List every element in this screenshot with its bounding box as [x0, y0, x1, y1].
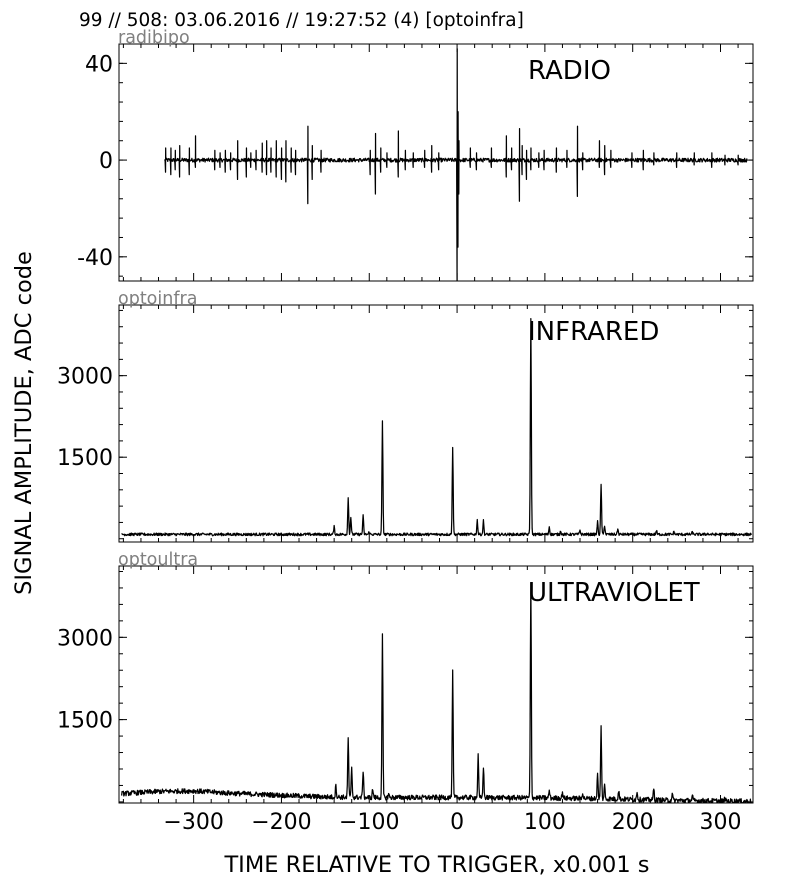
- x-tick-label: 0: [450, 810, 464, 835]
- plot-frame: [118, 43, 754, 282]
- y-tick-label: 40: [85, 52, 113, 77]
- x-tick-label: −100: [339, 810, 399, 835]
- signal-trace: [121, 581, 752, 803]
- header-text: 99 // 508: 03.06.2016 // 19:27:52 (4) [o…: [79, 10, 524, 31]
- x-tick-label: 300: [700, 810, 742, 835]
- x-tick-label: 200: [612, 810, 654, 835]
- panel-source-label: radibipo: [118, 28, 190, 48]
- signal-trace: [121, 318, 752, 537]
- y-tick-label: 3000: [57, 365, 113, 390]
- chart-panel-1: 40 0 -40 radibipo RADIO: [77, 28, 754, 282]
- y-tick-label: 0: [99, 149, 113, 174]
- y-tick-label: 1500: [57, 709, 113, 734]
- x-tick-label: −300: [163, 810, 223, 835]
- panel-source-label: optoultra: [118, 550, 198, 570]
- y-tick-label: 3000: [57, 626, 113, 651]
- chart-panels: 400-40radibipoRADIO30001500optoinfraINFR…: [57, 28, 754, 835]
- plot-frame: [118, 304, 754, 543]
- x-tick-label: 100: [524, 810, 566, 835]
- y-tick-label: 1500: [57, 446, 113, 471]
- panel-title: ULTRAVIOLET: [528, 578, 700, 608]
- panel-source-label: optoinfra: [118, 289, 197, 309]
- chart-panel-2: 3000 1500 optoinfra INFRARED: [57, 289, 754, 543]
- panel-title: RADIO: [528, 56, 611, 86]
- plot-frame: [118, 565, 754, 804]
- panel-title: INFRARED: [528, 317, 659, 347]
- signal-trace: [164, 48, 748, 281]
- y-axis-label: SIGNAL AMPLITUDE, ADC code: [11, 251, 37, 595]
- x-tick-label: −200: [251, 810, 311, 835]
- x-axis-label: TIME RELATIVE TO TRIGGER, x0.001 s: [223, 852, 649, 878]
- y-tick-label: -40: [77, 246, 113, 271]
- chart-panel-3: −300 −200 −100 0 100 200 300 3000 1500 optoultra U…: [57, 550, 754, 835]
